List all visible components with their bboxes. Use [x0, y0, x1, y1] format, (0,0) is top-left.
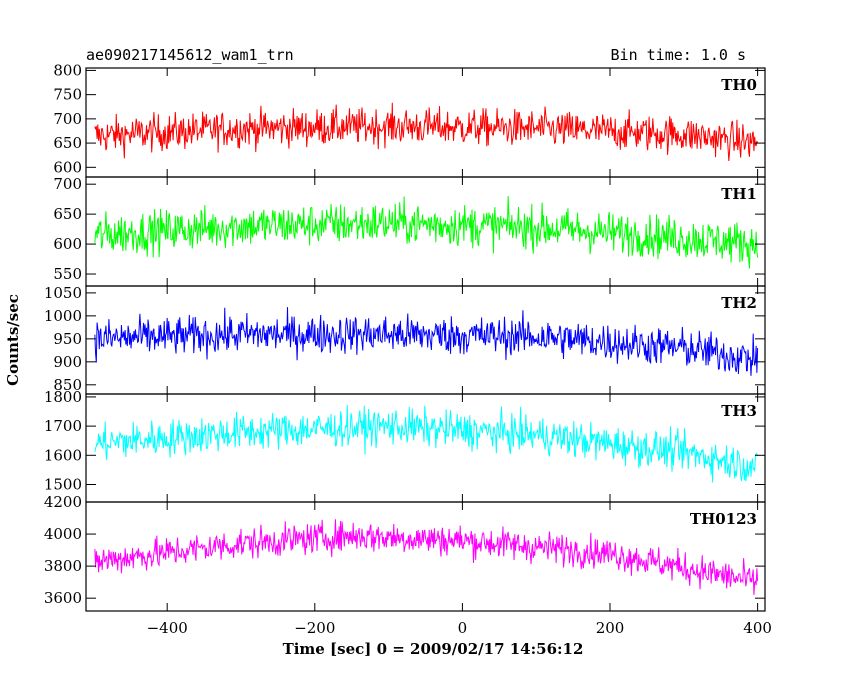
bin-time-label: Bin time: 1.0 s: [611, 46, 746, 64]
y-tick-label: 1600: [44, 446, 82, 464]
y-tick-label: 700: [53, 175, 82, 193]
panels-group: 600 650 700 750 800 TH0 550 600 650 700 TH1 850 900 9…: [44, 61, 772, 637]
y-axis-label: Counts/sec: [4, 294, 22, 386]
y-tick-label: 1000: [44, 307, 82, 325]
panel-frame-th0123: [85, 501, 766, 612]
x-tick-label: 200: [596, 619, 625, 637]
x-tick-label: 0: [458, 619, 468, 637]
panel-label-th3: TH3: [721, 402, 757, 420]
panel-label-th2: TH2: [721, 294, 757, 312]
y-tick-label: 4000: [44, 525, 82, 543]
y-tick-label: 700: [53, 110, 82, 128]
y-tick-label: 550: [53, 265, 82, 283]
y-tick-label: 750: [53, 86, 82, 104]
panel-label-th0123: TH0123: [690, 510, 757, 528]
y-tick-label: 1800: [44, 388, 82, 406]
x-tick-label: 400: [743, 619, 772, 637]
series-line-th1: [94, 196, 759, 269]
y-tick-label: 800: [53, 61, 82, 79]
series-line-th2: [94, 307, 759, 376]
x-axis-label: Time [sec] 0 = 2009/02/17 14:56:12: [283, 640, 584, 658]
y-tick-label: 950: [53, 330, 82, 348]
chart-title: ae090217145612_wam1_trn: [86, 46, 294, 64]
x-tick-label: −200: [294, 619, 335, 637]
series-line-th0: [94, 102, 759, 161]
y-tick-label: 3800: [44, 557, 82, 575]
series-line-th0123: [94, 519, 759, 595]
y-tick-label: 850: [53, 376, 82, 394]
x-tick-label: −400: [147, 619, 188, 637]
y-tick-label: 3600: [44, 589, 82, 607]
y-tick-label: 4200: [44, 493, 82, 511]
y-tick-label: 1050: [44, 284, 82, 302]
y-tick-label: 650: [53, 205, 82, 223]
y-tick-label: 1700: [44, 417, 82, 435]
y-tick-label: 900: [53, 353, 82, 371]
series-line-th3: [94, 405, 759, 483]
panel-label-th1: TH1: [721, 185, 757, 203]
y-tick-label: 600: [53, 235, 82, 253]
panel-label-th0: TH0: [721, 76, 757, 94]
y-tick-label: 600: [53, 158, 82, 176]
y-tick-label: 650: [53, 134, 82, 152]
y-tick-label: 1500: [44, 475, 82, 493]
